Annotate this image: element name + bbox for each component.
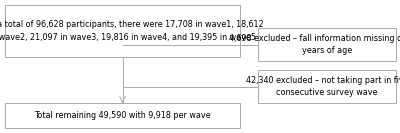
Bar xyxy=(5,103,240,128)
Text: Total remaining 49,590 with 9,918 per wave: Total remaining 49,590 with 9,918 per wa… xyxy=(34,111,211,120)
Text: For a total of 96,628 participants, there were 17,708 in wave1, 18,612
in wave2,: For a total of 96,628 participants, ther… xyxy=(0,20,263,42)
Bar xyxy=(258,70,396,103)
Text: 4,698 excluded – fall information missing or <45
years of age: 4,698 excluded – fall information missin… xyxy=(229,34,400,55)
Text: 42,340 excluded – not taking part in five
consecutive survey wave: 42,340 excluded – not taking part in fiv… xyxy=(246,76,400,97)
Bar xyxy=(258,28,396,61)
Bar xyxy=(5,5,240,57)
